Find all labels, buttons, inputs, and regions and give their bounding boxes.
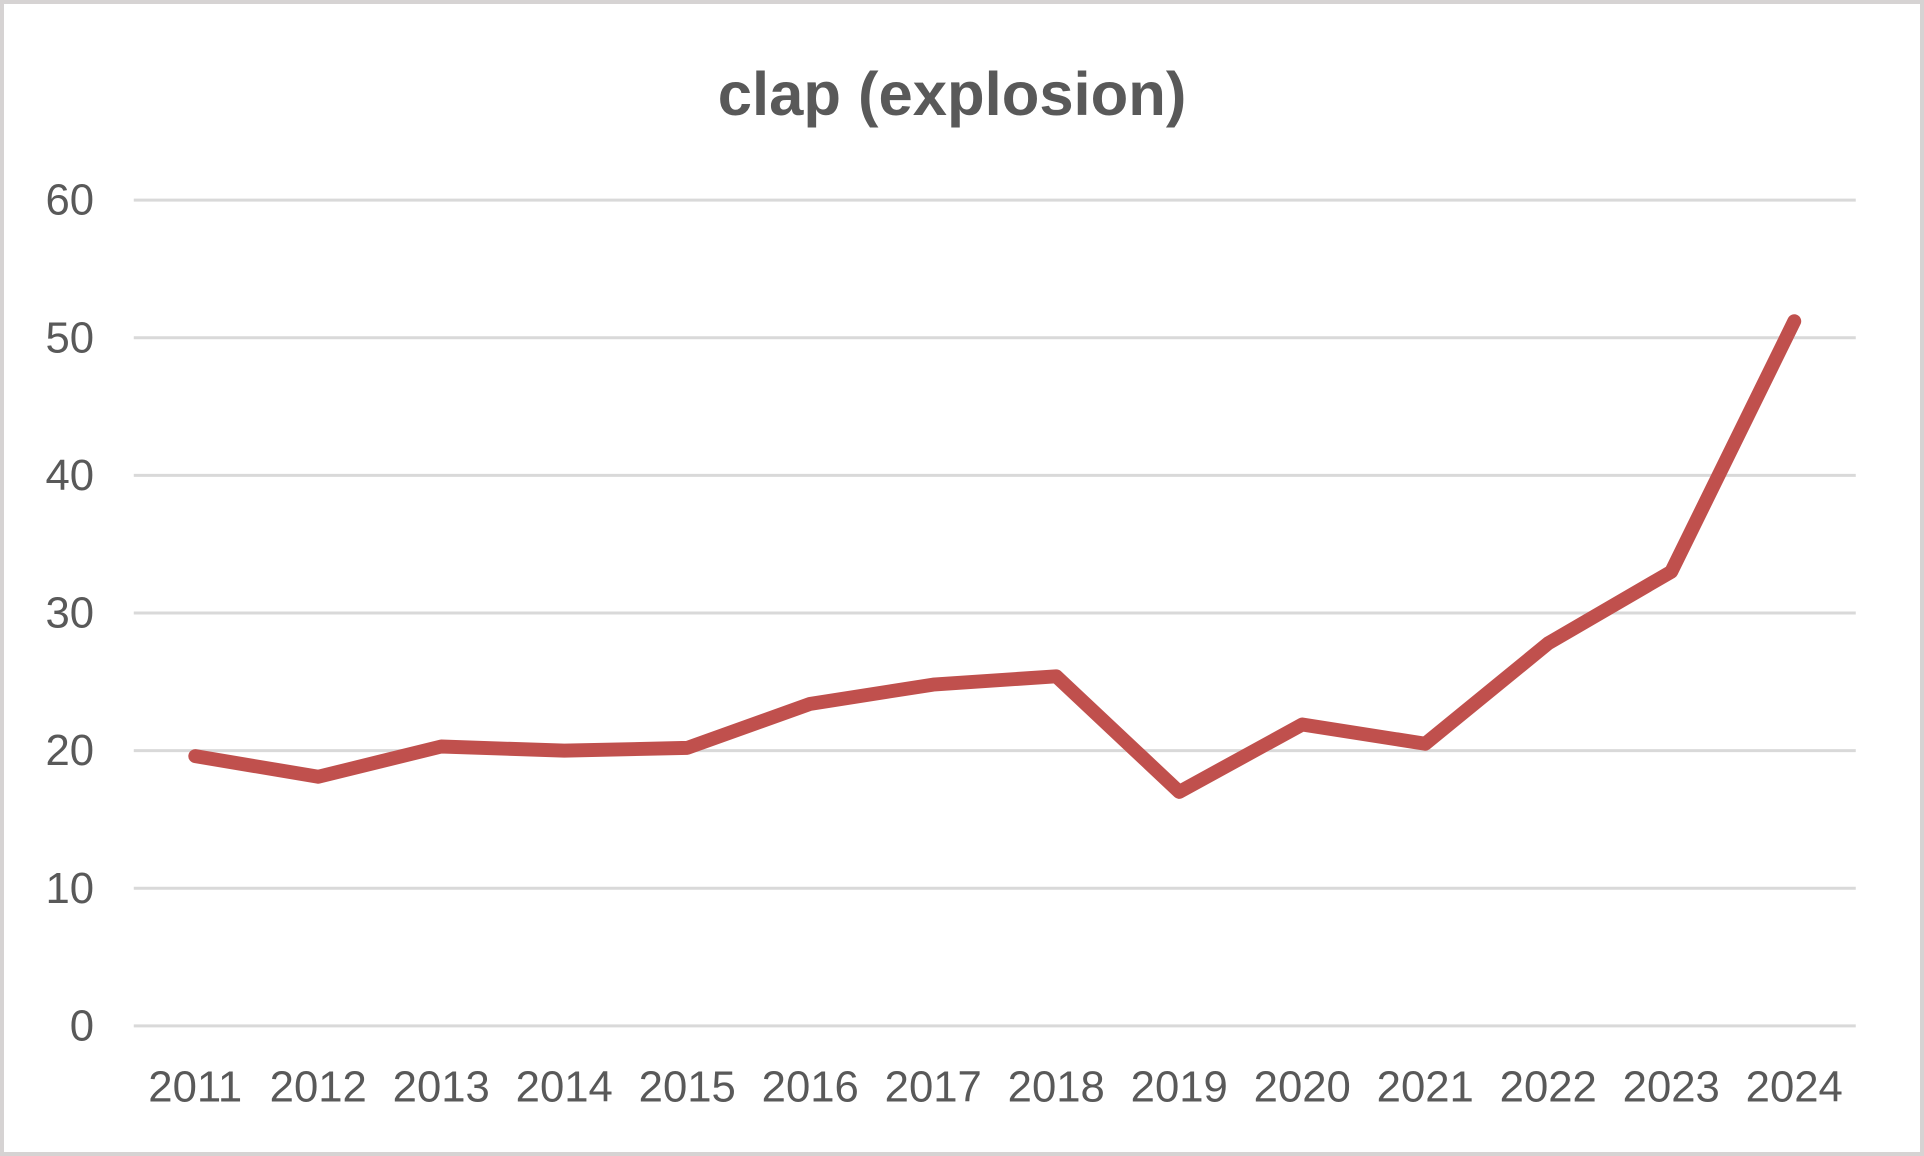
x-axis-tick-label: 2017	[885, 1062, 982, 1111]
x-axis-tick-label: 2011	[148, 1062, 242, 1111]
y-axis-tick-label: 10	[45, 864, 94, 913]
y-axis-tick-label: 20	[45, 726, 94, 775]
x-axis-tick-label: 2021	[1377, 1062, 1474, 1111]
x-axis-tick-label: 2024	[1746, 1062, 1843, 1111]
y-axis-tick-label: 60	[45, 176, 94, 225]
x-axis-tick-label: 2013	[393, 1062, 490, 1111]
x-axis-tick-label: 2018	[1008, 1062, 1105, 1111]
series-line-clap-explosion	[188, 314, 1802, 799]
x-axis-tick-label: 2019	[1131, 1062, 1228, 1111]
y-axis-tick-label: 50	[45, 313, 94, 362]
x-axis-labels-group: 2011 2012 2013 2014 2015 2016 2017 2018 2019 2020…	[148, 1062, 1843, 1111]
x-axis-tick-label: 2022	[1500, 1062, 1597, 1111]
x-axis-tick-label: 2015	[639, 1062, 736, 1111]
x-axis-tick-label: 2023	[1623, 1062, 1720, 1111]
x-axis-tick-label: 2014	[516, 1062, 613, 1111]
y-axis-tick-label: 40	[45, 451, 94, 500]
x-axis-tick-label: 2016	[762, 1062, 859, 1111]
x-axis-tick-label: 2012	[270, 1062, 367, 1111]
y-axis-tick-label: 30	[45, 589, 94, 638]
chart-title: clap (explosion)	[718, 60, 1187, 129]
y-axis-labels-group: 0 10 20 30 40 50 60	[45, 176, 94, 1051]
x-axis-tick-label: 2020	[1254, 1062, 1351, 1111]
y-axis-tick-label: 0	[70, 1001, 94, 1050]
